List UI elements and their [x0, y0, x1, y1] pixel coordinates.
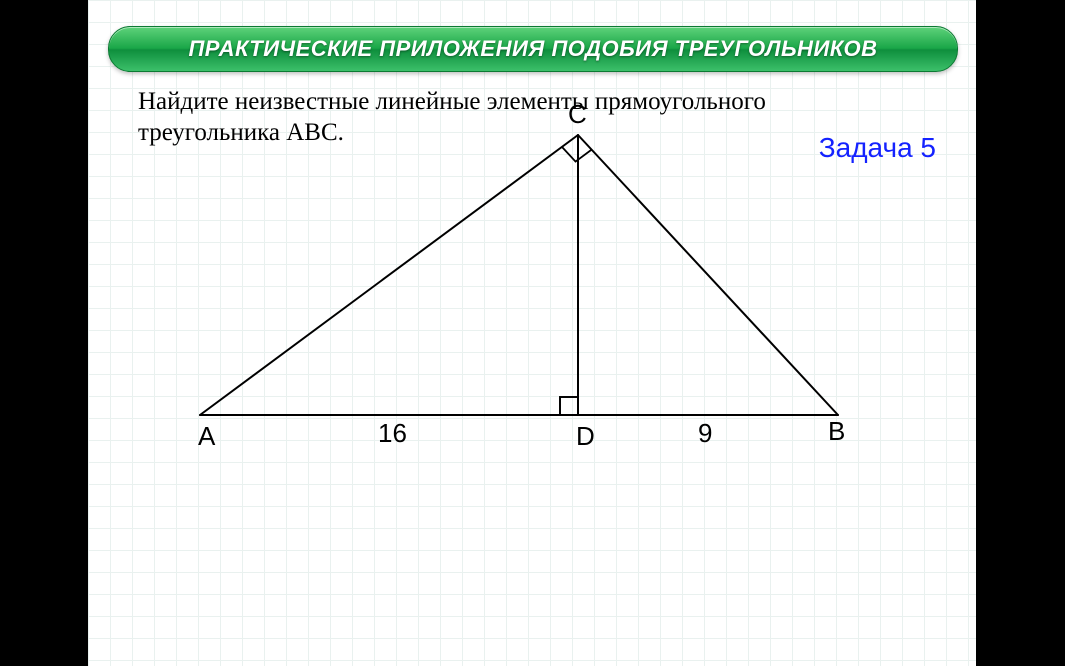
slide-stage: ПРАКТИЧЕСКИЕ ПРИЛОЖЕНИЯ ПОДОБИЯ ТРЕУГОЛЬ… — [88, 0, 976, 666]
svg-text:B: B — [828, 416, 845, 446]
svg-text:9: 9 — [698, 418, 712, 448]
svg-text:16: 16 — [378, 418, 407, 448]
svg-text:C: C — [568, 99, 587, 129]
svg-text:A: A — [198, 421, 216, 451]
svg-text:D: D — [576, 421, 595, 451]
triangle-diagram: A B C D 16 9 — [88, 0, 976, 666]
